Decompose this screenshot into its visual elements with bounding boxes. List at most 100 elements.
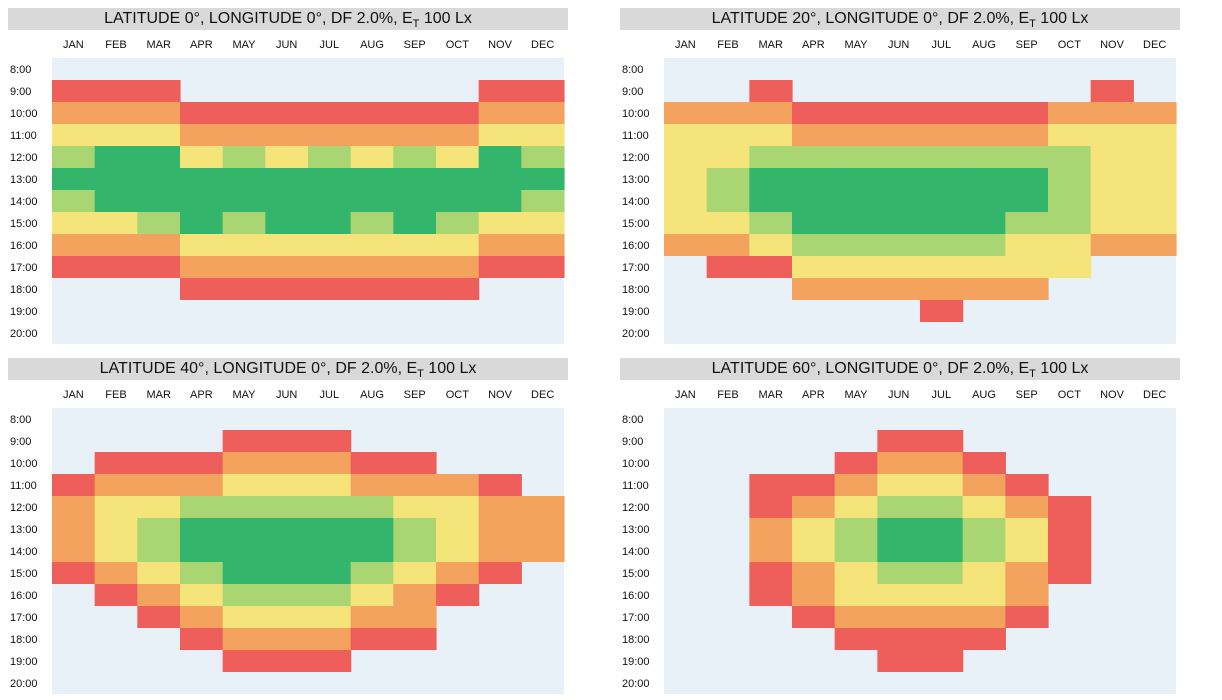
heatmap-cell <box>180 124 224 146</box>
heatmap-cell <box>834 584 878 606</box>
hour-label: 18:00 <box>10 284 38 296</box>
heatmap-cell <box>94 518 138 540</box>
heatmap-cell <box>834 124 878 146</box>
hour-label: 12:00 <box>10 152 38 164</box>
heatmap-cell <box>265 540 309 562</box>
hour-label: 10:00 <box>622 458 650 470</box>
heatmap-cell <box>393 496 437 518</box>
month-label: AUG <box>972 389 996 401</box>
heatmap-cell <box>94 168 138 190</box>
heatmap-cell <box>792 496 836 518</box>
hour-label: 8:00 <box>622 64 643 76</box>
heatmap-cell <box>1133 234 1177 256</box>
heatmap-cell <box>222 628 266 650</box>
heatmap-cell <box>52 474 96 496</box>
month-label: NOV <box>488 389 513 401</box>
hour-label: 9:00 <box>10 86 31 98</box>
heatmap-cell <box>52 146 96 168</box>
heatmap-cell <box>478 496 522 518</box>
heatmap-cell <box>962 518 1006 540</box>
hour-label: 9:00 <box>622 436 643 448</box>
month-label: JAN <box>675 39 696 51</box>
heatmap-cell <box>137 146 181 168</box>
heatmap-cell <box>664 124 708 146</box>
heatmap-cell <box>350 234 394 256</box>
heatmap-cell <box>1005 146 1049 168</box>
heatmap-cell <box>664 212 708 234</box>
hour-label: 10:00 <box>10 458 38 470</box>
heatmap-cell <box>265 474 309 496</box>
hour-label: 16:00 <box>622 590 650 602</box>
heatmap-cell <box>1005 496 1049 518</box>
heatmap-cell <box>834 540 878 562</box>
heatmap-cell <box>180 628 224 650</box>
heatmap-cell <box>350 518 394 540</box>
heatmap-cell <box>350 584 394 606</box>
heatmap-cell <box>180 562 224 584</box>
month-label: MAR <box>146 389 171 401</box>
heatmap-cell <box>749 190 793 212</box>
hour-label: 9:00 <box>10 436 31 448</box>
heatmap-cell <box>920 190 964 212</box>
heatmap-cell <box>792 540 836 562</box>
heatmap-cell <box>94 474 138 496</box>
month-label: OCT <box>1058 389 1082 401</box>
heatmap-cell <box>877 256 921 278</box>
month-label: SEP <box>1016 39 1038 51</box>
hour-label: 18:00 <box>622 634 650 646</box>
heatmap-cell <box>222 124 266 146</box>
heatmap-cell <box>94 124 138 146</box>
heatmap-cell <box>137 606 181 628</box>
hour-label: 8:00 <box>10 414 31 426</box>
heatmap-cell <box>920 212 964 234</box>
heatmap-cell <box>222 496 266 518</box>
hour-label: 15:00 <box>622 568 650 580</box>
heatmap-cell <box>180 278 224 300</box>
heatmap-cell <box>834 496 878 518</box>
heatmap-cell <box>436 146 480 168</box>
heatmap-cell <box>265 102 309 124</box>
month-label: DEC <box>531 389 554 401</box>
month-label: OCT <box>446 39 470 51</box>
heatmap-cell <box>834 102 878 124</box>
hour-label: 13:00 <box>10 174 38 186</box>
heatmap-cell <box>1133 190 1177 212</box>
hour-label: 9:00 <box>622 86 643 98</box>
heatmap-cell <box>350 212 394 234</box>
heatmap-cell <box>478 562 522 584</box>
heatmap-cell <box>1048 496 1092 518</box>
heatmap-cell <box>1005 212 1049 234</box>
heatmap-cell <box>393 102 437 124</box>
heatmap-cell <box>1005 256 1049 278</box>
heatmap-cell <box>521 190 565 212</box>
heatmap-cell <box>1048 190 1092 212</box>
heatmap-cell <box>478 124 522 146</box>
heatmap-cell <box>920 606 964 628</box>
heatmap-cell <box>393 234 437 256</box>
heatmap-cell <box>877 562 921 584</box>
month-label: AUG <box>360 389 384 401</box>
heatmap-cell <box>436 518 480 540</box>
heatmap-cell <box>1005 474 1049 496</box>
heatmap-cell <box>265 650 309 672</box>
heatmap-cell <box>350 562 394 584</box>
hour-label: 20:00 <box>622 678 650 690</box>
heatmap-cell <box>877 278 921 300</box>
heatmap-cell <box>920 168 964 190</box>
heatmap-cell <box>1090 102 1134 124</box>
heatmap-cell <box>1048 540 1092 562</box>
heatmap-cell <box>180 584 224 606</box>
month-label: JAN <box>63 389 84 401</box>
heatmap-cell <box>265 518 309 540</box>
heatmap-cell <box>52 80 96 102</box>
heatmap-cell <box>222 540 266 562</box>
heatmap-cell <box>834 518 878 540</box>
month-label: JUL <box>932 389 952 401</box>
hour-label: 14:00 <box>10 196 38 208</box>
heatmap-cell <box>265 212 309 234</box>
heatmap-cell <box>920 300 964 322</box>
heatmap-cell <box>792 474 836 496</box>
hour-label: 19:00 <box>622 656 650 668</box>
heatmap-cell <box>1090 80 1134 102</box>
month-label: JUN <box>276 39 297 51</box>
